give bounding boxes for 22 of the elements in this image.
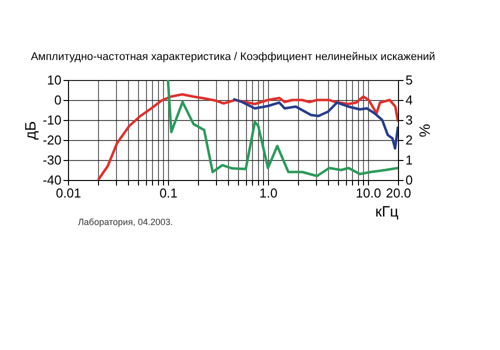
x-tick-label: 20.0: [386, 186, 412, 200]
chart-title: Амплитудно-частотная характеристика / Коэффициент нелинейных искажений: [30, 51, 436, 63]
y2-tick-label: 3: [406, 112, 413, 128]
x-tick-label: 10.0: [356, 186, 382, 200]
y2-tick-label: 4: [406, 92, 413, 108]
y-tick-label: -40: [42, 172, 62, 188]
y-axis-title: дБ: [22, 121, 40, 140]
y2-axis-title: %: [416, 124, 433, 138]
x-tick-label: 0.01: [56, 186, 82, 200]
y-tick-label: -10: [42, 112, 62, 128]
x-tick-label: 0.1: [159, 186, 178, 200]
y-tick-label: -20: [42, 132, 62, 148]
y2-tick-label: 1: [406, 152, 413, 168]
y-tick-label: 10: [47, 72, 62, 88]
y-tick-label: -30: [42, 152, 62, 168]
y2-tick-label: 5: [406, 72, 413, 88]
text: Лаборатория, 04.2003.: [78, 217, 173, 227]
y-tick-label: 0: [54, 92, 62, 108]
y2-tick-label: 2: [406, 132, 413, 148]
y2-tick-label: 0: [406, 172, 413, 188]
x-axis-title: кГц: [375, 204, 399, 220]
x-tick-label: 1.0: [259, 186, 278, 200]
